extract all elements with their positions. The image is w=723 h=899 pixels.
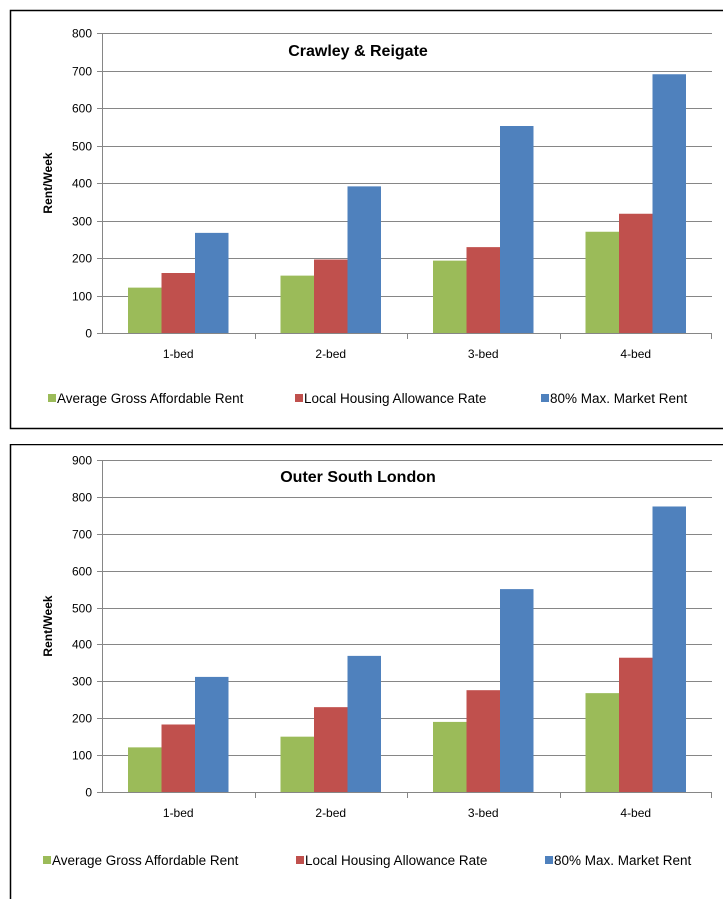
x-tick-label: 2-bed bbox=[315, 806, 346, 820]
bar bbox=[128, 747, 162, 792]
chart-frame bbox=[9, 9, 723, 430]
bar bbox=[195, 676, 229, 792]
y-tick-label: 900 bbox=[72, 454, 92, 468]
bar bbox=[347, 655, 381, 792]
bar bbox=[433, 260, 467, 333]
y-tick-label: 0 bbox=[85, 327, 92, 341]
y-tick-label: 200 bbox=[72, 712, 92, 726]
bar bbox=[585, 693, 619, 792]
bar bbox=[619, 213, 653, 333]
bar bbox=[500, 589, 534, 792]
y-tick-label: 600 bbox=[72, 565, 92, 579]
bar bbox=[280, 736, 314, 792]
bar bbox=[585, 231, 619, 333]
chart-panel-crawley-reigate: 0 100 200 300 400 500 600 700 800 1-bed 2-bed 3-bed… bbox=[0, 0, 723, 436]
legend-swatch bbox=[296, 856, 304, 864]
chart-title: Outer South London bbox=[280, 469, 436, 486]
chart-frame bbox=[9, 444, 723, 899]
legend-swatch bbox=[541, 394, 549, 402]
y-tick-label: 400 bbox=[72, 177, 92, 191]
y-tick-label: 800 bbox=[72, 27, 92, 41]
y-tick-label: 300 bbox=[72, 215, 92, 229]
y-axis-label: Rent/Week bbox=[41, 595, 55, 656]
y-tick-label: 800 bbox=[72, 491, 92, 505]
x-tick-label: 4-bed bbox=[620, 806, 651, 820]
bar bbox=[195, 232, 229, 333]
bar bbox=[433, 721, 467, 792]
bar bbox=[161, 273, 195, 333]
legend-swatch bbox=[545, 856, 553, 864]
y-tick-label: 100 bbox=[72, 749, 92, 763]
y-tick-label: 200 bbox=[72, 252, 92, 266]
chart-panel-outer-south-london: 0 100 200 300 400 500 600 700 800 900 1-bed 2-bed 3-… bbox=[0, 444, 723, 899]
legend-label: Average Gross Affordable Rent bbox=[52, 853, 239, 868]
bar bbox=[652, 74, 686, 333]
legend-swatch bbox=[48, 394, 56, 402]
y-tick-label: 600 bbox=[72, 102, 92, 116]
x-tick-label: 1-bed bbox=[163, 806, 194, 820]
legend-label: 80% Max. Market Rent bbox=[554, 853, 692, 868]
x-tick-label: 1-bed bbox=[163, 347, 194, 361]
y-axis-label: Rent/Week bbox=[41, 152, 55, 213]
bar bbox=[161, 724, 195, 792]
chart-crawley-reigate: 0 100 200 300 400 500 600 700 800 1-bed 2-bed 3-bed… bbox=[9, 9, 723, 430]
bar bbox=[466, 247, 500, 333]
bar bbox=[280, 275, 314, 333]
legend-swatch bbox=[295, 394, 303, 402]
bar bbox=[314, 259, 348, 333]
y-tick-label: 0 bbox=[85, 786, 92, 800]
y-tick-label: 500 bbox=[72, 140, 92, 154]
chart-outer-south-london: 0 100 200 300 400 500 600 700 800 900 1-bed 2-bed 3-… bbox=[9, 444, 723, 899]
legend-label: Local Housing Allowance Rate bbox=[305, 853, 487, 868]
legend-label: 80% Max. Market Rent bbox=[550, 391, 688, 406]
x-tick-label: 2-bed bbox=[315, 347, 346, 361]
y-tick-label: 500 bbox=[72, 602, 92, 616]
y-tick-label: 700 bbox=[72, 528, 92, 542]
bar bbox=[652, 506, 686, 792]
x-tick-label: 4-bed bbox=[620, 347, 651, 361]
bar bbox=[347, 186, 381, 333]
legend-label: Average Gross Affordable Rent bbox=[57, 391, 244, 406]
chart-title: Crawley & Reigate bbox=[288, 43, 428, 60]
legend-swatch bbox=[43, 856, 51, 864]
y-tick-label: 100 bbox=[72, 290, 92, 304]
bar bbox=[500, 126, 534, 333]
bar bbox=[128, 287, 162, 333]
bar bbox=[314, 707, 348, 792]
y-tick-label: 400 bbox=[72, 638, 92, 652]
bar bbox=[619, 657, 653, 792]
bar bbox=[466, 690, 500, 792]
x-tick-label: 3-bed bbox=[468, 347, 499, 361]
y-tick-label: 700 bbox=[72, 65, 92, 79]
legend-label: Local Housing Allowance Rate bbox=[304, 391, 486, 406]
y-tick-label: 300 bbox=[72, 675, 92, 689]
x-tick-label: 3-bed bbox=[468, 806, 499, 820]
